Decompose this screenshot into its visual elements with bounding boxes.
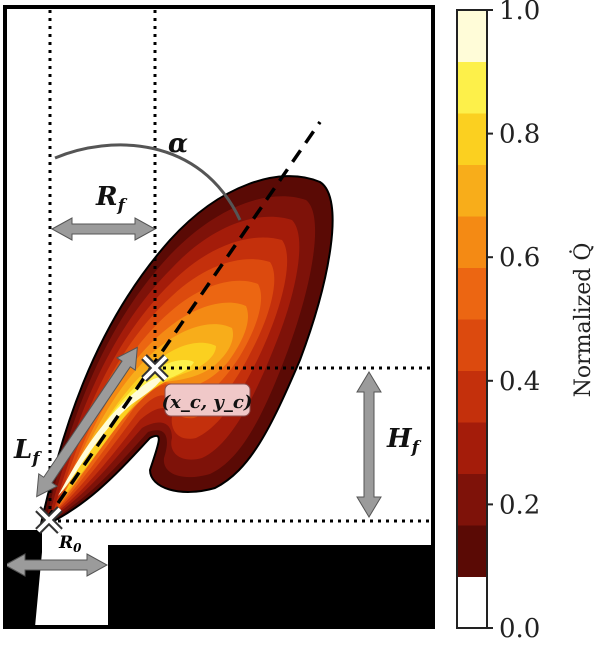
contour-level-11 [58,377,162,496]
colorbar-tick-label: 0.8 [499,120,540,150]
colorbar-tick-label: 0.0 [499,614,540,644]
plot-frame [3,5,435,629]
colorbar-tick-label: 0.6 [499,243,540,273]
colorbar-segment [457,576,487,629]
floor-block-right [108,545,433,627]
centroid-label: (x_c, y_c) [162,392,253,413]
colorbar-title: Normalized Q̇ [570,243,596,398]
lf-arrow [36,346,138,498]
colorbar-segment [457,164,487,217]
centroid-marker [141,354,169,382]
burner-wall-left [5,530,42,627]
dimension-arrows [5,217,382,577]
r0-arrow [5,553,109,577]
colorbar-segment [457,267,487,320]
base-marker [35,506,63,534]
colorbar-segment [457,216,487,268]
contour-level-9 [63,342,216,496]
flame-axis-line [43,121,322,523]
hf-label: Hf [386,424,422,458]
hf-arrow [356,371,382,518]
colorbar-segment [457,10,487,62]
alpha-arc [54,143,242,221]
reference-lines [48,10,433,528]
colorbar-segment [457,319,487,371]
colorbar-ticks: 1.0 0.8 0.6 0.4 0.2 0.0 [487,0,540,644]
rf-label: Rf [95,182,128,216]
lf-label: Lf [13,435,42,469]
colorbar-segment [457,473,487,526]
colorbar-segment [457,113,487,165]
colorbar-segment [457,61,487,114]
colorbar: 1.0 0.8 0.6 0.4 0.2 0.0 Normalized Q̇ [456,0,596,644]
colorbar-segment [457,422,487,474]
r0-label: R0 [58,533,82,555]
centroid-label-box [164,383,251,417]
alpha-label: α [168,129,188,159]
colorbar-segments [457,10,487,629]
colorbar-segment [457,370,487,423]
colorbar-frame [456,9,488,629]
rf-arrow [50,217,157,241]
colorbar-tick-label: 0.2 [499,490,540,520]
colorbar-tick-label: 0.4 [499,367,540,397]
colorbar-segment [457,525,487,577]
colorbar-tick-label: 1.0 [499,0,540,26]
